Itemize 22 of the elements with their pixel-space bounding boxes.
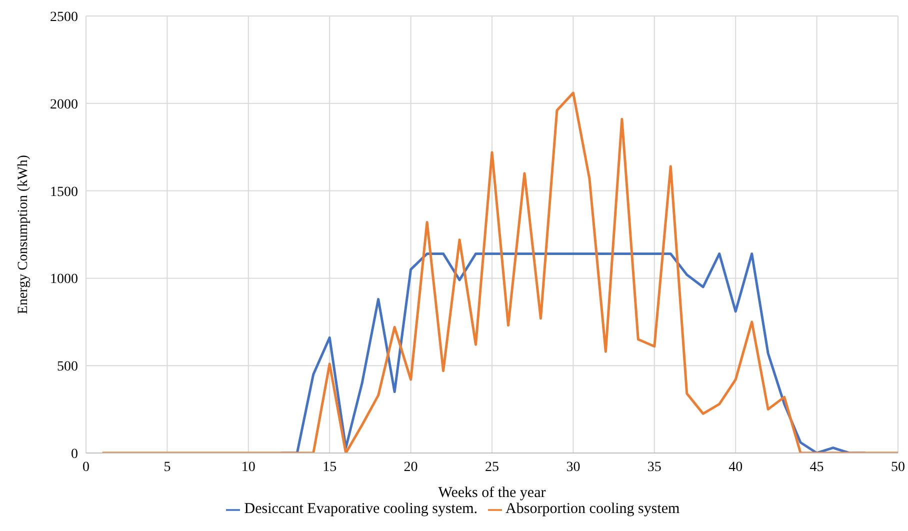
x-tick-label: 0	[82, 460, 90, 475]
x-tick-label: 15	[322, 460, 337, 475]
x-tick-label: 30	[566, 460, 580, 475]
x-axis-title: Weeks of the year	[438, 485, 546, 501]
y-tick-label: 0	[71, 446, 78, 462]
y-tick-label: 2500	[50, 10, 78, 25]
x-tick-label: 20	[404, 460, 418, 475]
line-series	[100, 92, 898, 453]
x-tick-label: 5	[164, 460, 171, 475]
x-tick-label: 50	[891, 460, 905, 475]
y-tick-label: 1000	[50, 272, 78, 288]
x-tick-label: 45	[810, 460, 824, 475]
y-tick-label: 2000	[50, 97, 78, 112]
y-tick-label: 500	[57, 360, 78, 375]
x-tick-label: 10	[241, 460, 256, 475]
x-tick-label: 35	[647, 460, 662, 475]
y-axis-title: Energy Consumption (kWh)	[16, 154, 31, 314]
y-tick-label: 1500	[50, 184, 78, 200]
legend-label: Absorportion cooling system	[506, 501, 680, 517]
x-tick-label: 25	[485, 460, 499, 475]
legend-label: Desiccant Evaporative cooling system.	[244, 501, 478, 517]
x-tick-label: 40	[728, 460, 743, 475]
